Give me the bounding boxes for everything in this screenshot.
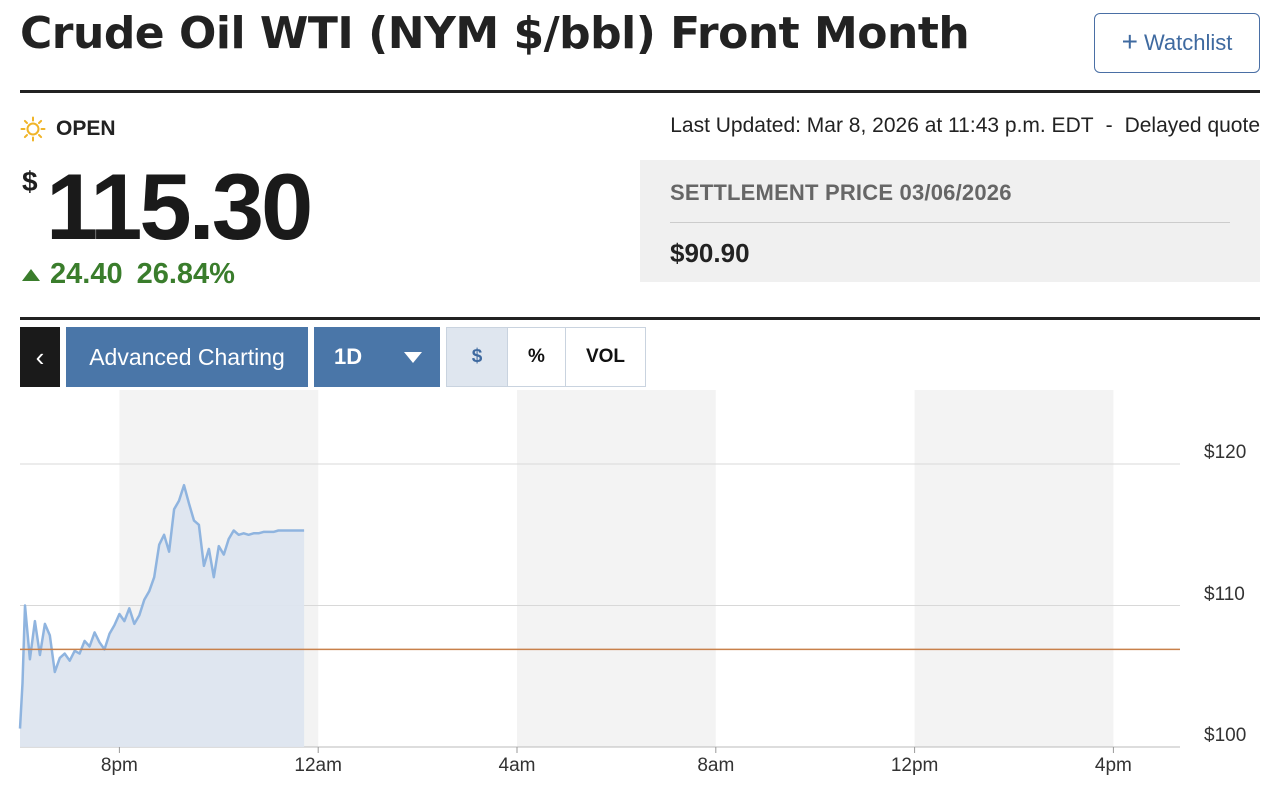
sun-icon: [20, 116, 46, 142]
market-status: OPEN: [20, 116, 116, 142]
view-volume-button[interactable]: VOL: [565, 328, 645, 386]
settlement-divider: [670, 222, 1230, 223]
time-band-2: [914, 390, 1114, 747]
back-button[interactable]: ‹: [20, 327, 60, 387]
price-change: 24.40 26.84%: [22, 258, 235, 291]
x-axis-label: 4pm: [1094, 755, 1132, 776]
currency-symbol: $: [22, 166, 38, 197]
range-value: 1D: [334, 344, 363, 369]
time-band-1: [517, 390, 716, 747]
settlement-value: $90.90: [670, 238, 750, 268]
last-updated-text: Last Updated: Mar 8, 2026 at 11:43 p.m. …: [670, 114, 1094, 137]
change-percent: 26.84%: [136, 258, 235, 290]
advanced-charting-button[interactable]: Advanced Charting: [66, 327, 308, 387]
x-axis-label: 8pm: [100, 755, 138, 776]
view-dollar-button[interactable]: $: [447, 328, 507, 386]
page-title: Crude Oil WTI (NYM $/bbl) Front Month: [20, 8, 970, 59]
price-chart[interactable]: $120 $110 $100 8pm 12am 4am 8am 12pm 4pm: [0, 390, 1278, 806]
quote-type: Delayed quote: [1124, 114, 1260, 137]
chevron-down-icon: [404, 351, 422, 363]
market-status-label: OPEN: [56, 117, 116, 140]
x-axis-label: 12pm: [890, 755, 939, 776]
last-updated: Last Updated: Mar 8, 2026 at 11:43 p.m. …: [670, 114, 1260, 138]
plus-icon: +: [1121, 25, 1138, 57]
y-axis-label: $110: [1204, 583, 1245, 605]
add-to-watchlist-button[interactable]: + Watchlist: [1094, 13, 1260, 73]
change-value: 24.40: [50, 258, 123, 290]
up-arrow-icon: [22, 268, 40, 281]
watchlist-label: Watchlist: [1143, 30, 1233, 55]
view-toggle: $ % VOL: [446, 327, 646, 387]
range-dropdown[interactable]: 1D: [314, 327, 440, 387]
settlement-panel: SETTLEMENT PRICE 03/06/2026 $90.90: [640, 160, 1260, 282]
header-divider: [20, 90, 1260, 93]
chart-divider: [20, 317, 1260, 320]
x-axis-label: 4am: [498, 755, 536, 776]
price-chart-svg: [18, 390, 1180, 753]
x-axis-label: 12am: [294, 755, 342, 776]
y-axis-label: $120: [1204, 442, 1247, 463]
settlement-label: SETTLEMENT PRICE 03/06/2026: [670, 180, 1012, 205]
price-line: [18, 483, 305, 729]
updated-separator: -: [1105, 114, 1113, 137]
last-price: 115.30: [46, 154, 313, 259]
view-percent-button[interactable]: %: [507, 328, 565, 386]
y-axis-label: $100: [1204, 725, 1247, 746]
price-area: [20, 485, 305, 747]
x-axis-label: 8am: [697, 755, 735, 776]
